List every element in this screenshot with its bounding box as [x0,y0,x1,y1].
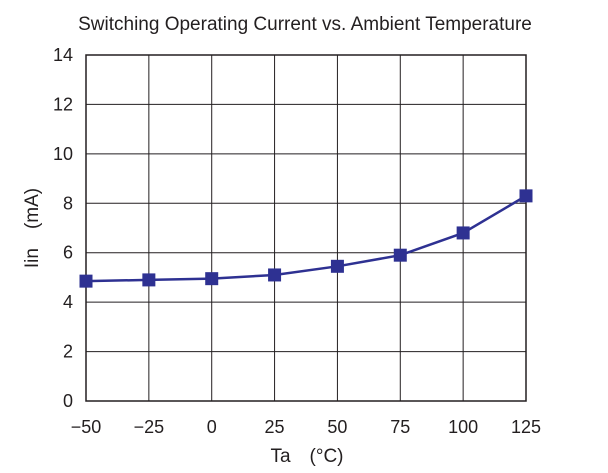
data-point [268,268,282,282]
data-point [456,226,470,240]
data-point [330,259,344,273]
data-point [519,189,533,203]
x-tick-label: 25 [265,417,285,437]
x-tick-label: 100 [448,417,478,437]
data-series [79,189,533,288]
plot-area [85,54,527,402]
data-point [79,274,93,288]
x-tick-label: 125 [511,417,541,437]
y-tick-label: 6 [63,243,73,263]
y-axis-label: Iin (mA) [22,188,43,268]
y-tick-label: 8 [63,193,73,213]
y-tick-label: 10 [53,144,73,164]
x-tick-label: −50 [71,417,102,437]
y-axis-ticks: 0 2 4 6 8 10 12 14 [53,45,73,411]
y-tick-label: 2 [63,342,73,362]
chart-title: Switching Operating Current vs. Ambient … [78,14,532,35]
y-tick-label: 4 [63,292,73,312]
x-tick-label: 0 [207,417,217,437]
x-tick-label: 75 [390,417,410,437]
data-point [205,272,219,286]
data-point [142,273,156,287]
x-tick-label: −25 [134,417,165,437]
series-line [85,194,527,283]
y-tick-label: 0 [63,391,73,411]
data-point [393,248,407,262]
x-axis-ticks: −50 −25 0 25 50 75 100 125 [71,417,541,437]
y-tick-label: 14 [53,45,73,65]
y-tick-label: 12 [53,94,73,114]
x-tick-label: 50 [327,417,347,437]
x-axis-label: Ta (°C) [270,446,343,467]
